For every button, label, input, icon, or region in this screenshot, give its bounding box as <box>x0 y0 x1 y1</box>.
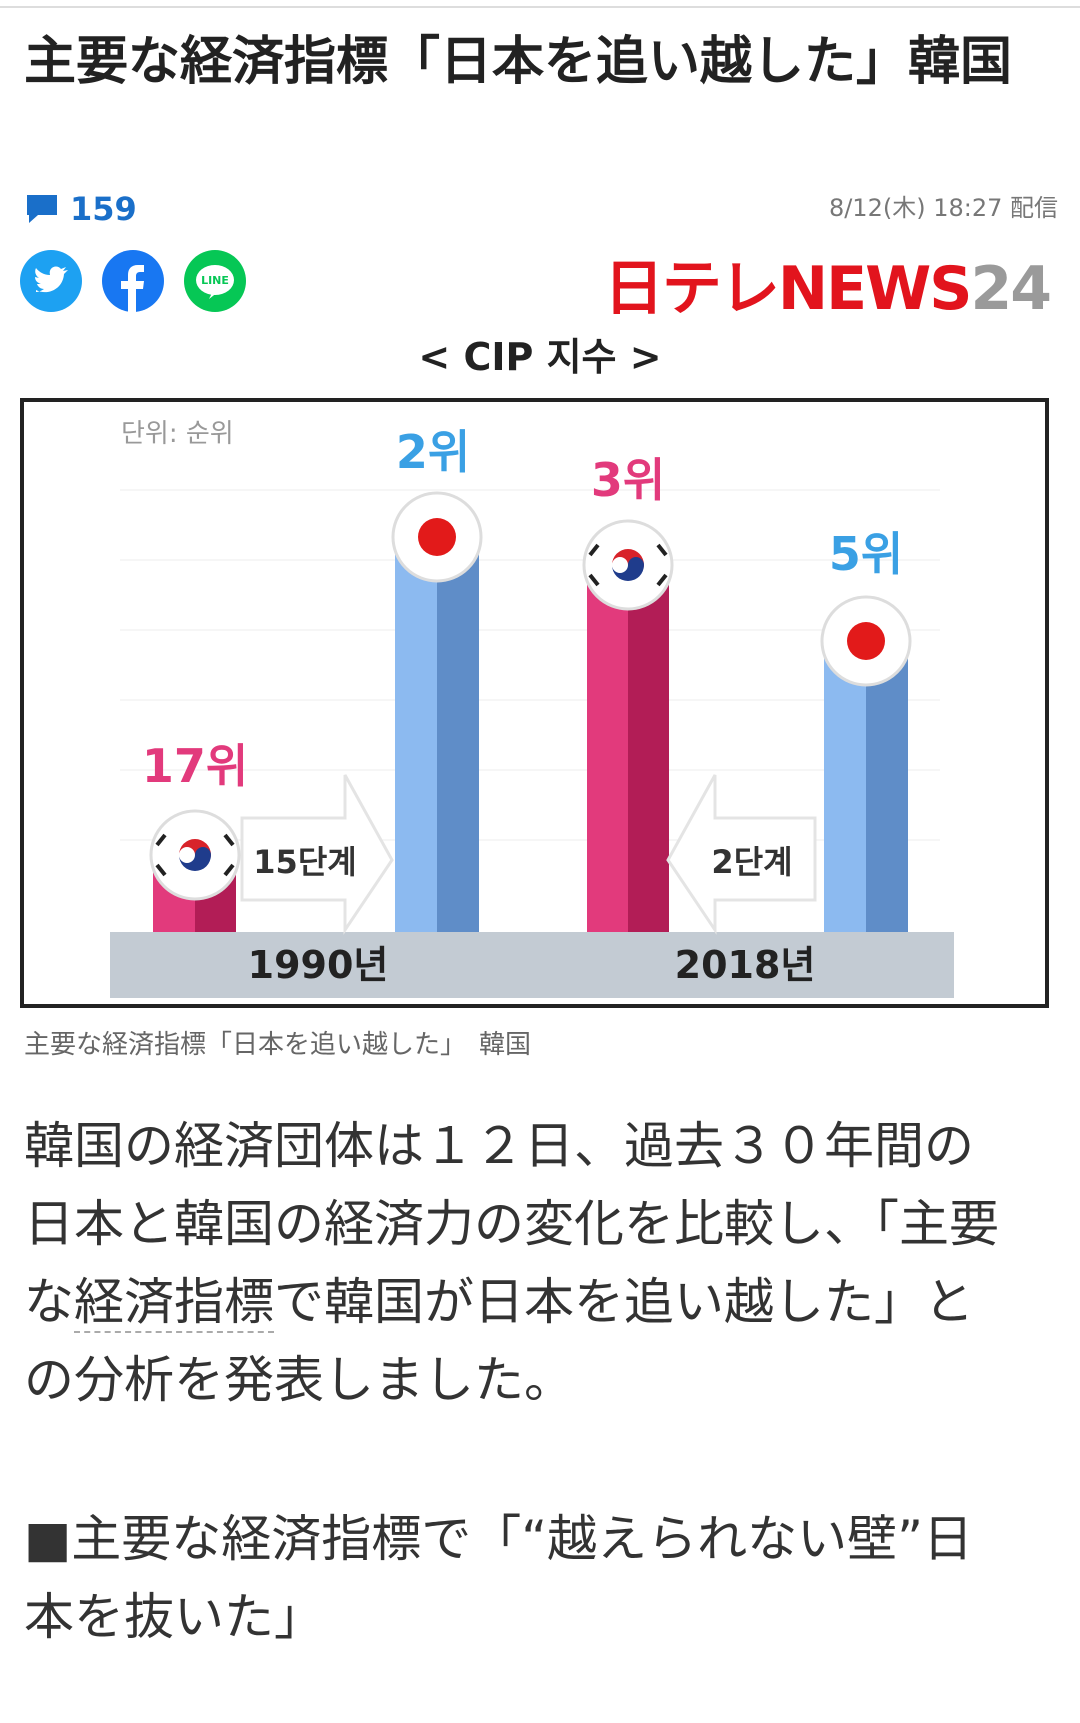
paragraph-text: で韓国が日本を追い越した」との分析を発表しました。 <box>24 1273 974 1409</box>
arrow-label: 15단계 <box>253 843 356 881</box>
comment-count: 159 <box>70 190 137 228</box>
rank-label: 5위 <box>829 527 903 581</box>
paragraph-text: 韓国の経済団体は１２日、過去３０年間の日本と韓国の経済力の変化を比較し、「主要な <box>24 1117 999 1331</box>
bar-japan-1990-shade <box>437 537 479 932</box>
rank-label: 17위 <box>142 739 248 793</box>
twitter-button[interactable] <box>20 250 82 312</box>
bar-korea-2018 <box>587 565 628 932</box>
bar-japan-1990 <box>395 537 437 932</box>
share-buttons: LINE <box>20 250 246 312</box>
line-button[interactable]: LINE <box>184 250 246 312</box>
figure-grid <box>120 489 940 841</box>
arrow-label: 2단계 <box>711 843 792 881</box>
korea-flag <box>582 519 674 611</box>
section-heading: ■主要な経済指標で「“越えられない壁”日本を抜いた」 <box>24 1510 974 1646</box>
figure-title: < CIP 지수 > <box>418 335 661 379</box>
arrow-right <box>240 774 394 935</box>
article-image: < CIP 지수 > 단위: 순위 15단계 2단계 17위 2위 3위 5위 … <box>20 335 1049 1008</box>
image-caption: 主要な経済指標「日本を追い越した」 韓国 <box>24 1030 532 1060</box>
logo-main: 日テレNEWS <box>603 254 973 324</box>
bar-japan-2018-shade <box>866 641 908 932</box>
arrow-left <box>666 774 817 935</box>
comment-icon <box>27 195 57 223</box>
news-logo: 日テレNEWS24 <box>603 240 1052 327</box>
year-label: 2018년 <box>675 943 816 987</box>
year-label: 1990년 <box>248 943 389 987</box>
bar-korea-2018-shade <box>628 565 669 932</box>
japan-flag <box>820 595 912 687</box>
figure-unit: 단위: 순위 <box>121 419 234 449</box>
korea-flag <box>149 809 241 901</box>
logo-number: 24 <box>970 254 1052 324</box>
japan-flag <box>391 491 483 583</box>
ground-band <box>110 932 954 998</box>
publish-date: 8/12(木) 18:27 配信 <box>828 194 1058 222</box>
svg-text:LINE: LINE <box>201 274 229 287</box>
rank-label: 3위 <box>591 453 665 507</box>
comment-button[interactable]: 159 <box>24 190 137 228</box>
bar-japan-2018 <box>824 641 866 932</box>
keyword-link[interactable]: 経済指標 <box>74 1273 274 1333</box>
body-paragraph: 韓国の経済団体は１２日、過去３０年間の日本と韓国の経済力の変化を比較し、「主要な… <box>24 1107 1009 1419</box>
rank-label: 2위 <box>396 425 470 479</box>
article-title: 主要な経済指標「日本を追い越した」韓国 <box>24 32 1013 92</box>
facebook-button[interactable] <box>102 250 164 312</box>
top-divider <box>0 6 1080 8</box>
